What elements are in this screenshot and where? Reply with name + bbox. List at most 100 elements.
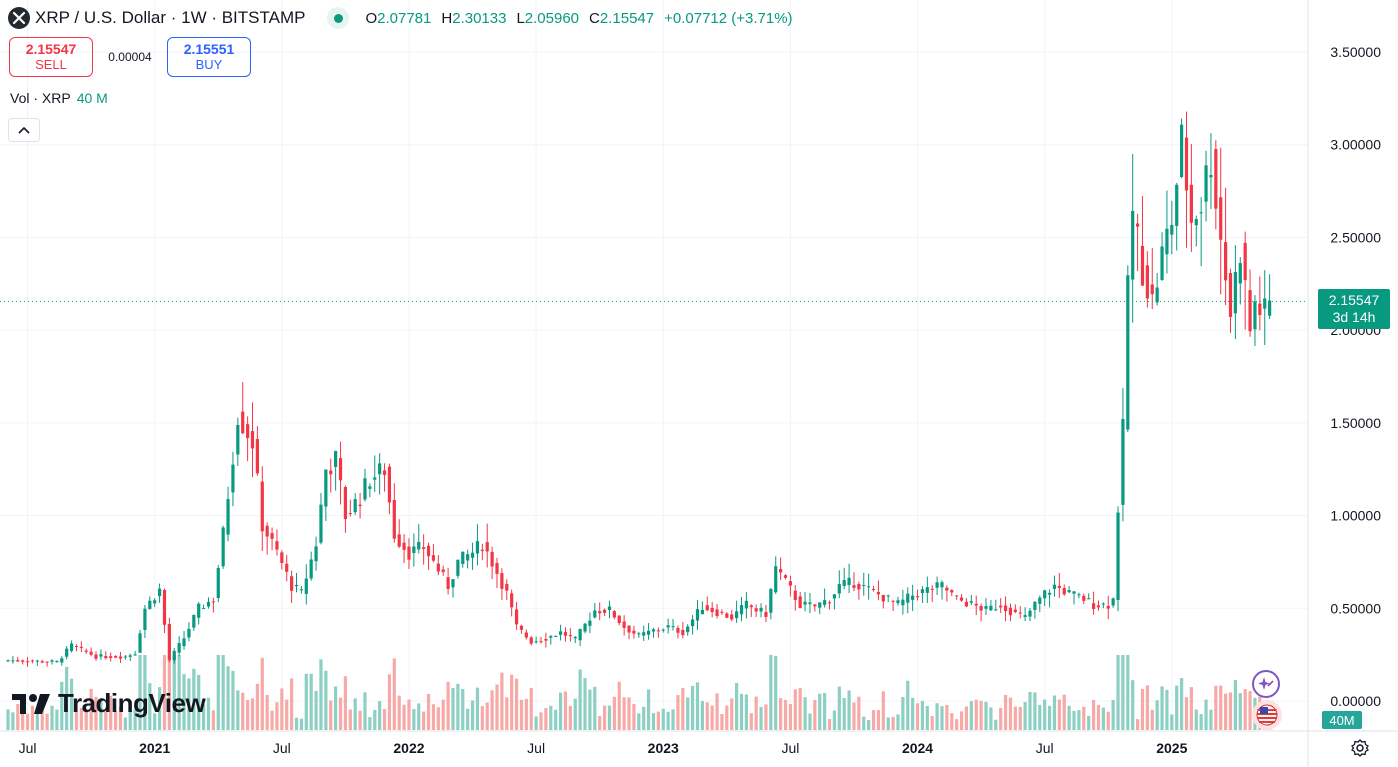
volume-bar [299, 718, 303, 730]
x-tick-label: Jul [273, 740, 291, 756]
buy-button[interactable]: 2.15551 BUY [167, 37, 251, 77]
candle-body [417, 541, 421, 550]
candle-body [514, 609, 519, 625]
candle-body [686, 626, 690, 633]
trade-panel: 2.15547 SELL 0.00004 2.15551 BUY [9, 37, 251, 77]
candle-body [1052, 584, 1057, 589]
volume-bar [823, 692, 827, 730]
candle-body [705, 605, 709, 611]
candle-body [177, 643, 181, 653]
volume-bar [436, 707, 440, 730]
sell-button[interactable]: 2.15547 SELL [9, 37, 93, 77]
volume-bar [1160, 686, 1164, 730]
chart-header: XRP / U.S. Dollar · 1W · BITSTAMP O 2.077… [8, 6, 803, 30]
candle-body [446, 577, 450, 590]
volume-bar [65, 666, 69, 730]
candle-body [1106, 605, 1110, 609]
symbol-title[interactable]: XRP / U.S. Dollar · 1W · BITSTAMP [35, 8, 306, 27]
volume-bar [250, 698, 255, 730]
candle-body [402, 542, 406, 550]
volume-bar [148, 683, 152, 730]
volume-bar [793, 689, 797, 730]
candle-body [1248, 290, 1252, 332]
candle-body [358, 504, 362, 507]
volume-bar [285, 699, 289, 730]
candle-body [104, 656, 108, 659]
candle-body [382, 470, 387, 475]
volume-bar [1018, 706, 1022, 730]
y-tick-label: 1.00000 [1330, 508, 1381, 524]
volume-bar [187, 678, 191, 730]
candle-body [637, 633, 641, 635]
volume-value: 40 M [76, 90, 108, 106]
us-economic-event-icon[interactable] [1252, 700, 1282, 730]
volume-bar [1106, 711, 1110, 730]
candle-body [211, 601, 215, 603]
candle-body [798, 596, 802, 609]
candle-body [1160, 246, 1164, 280]
candle-body [1214, 148, 1218, 209]
volume-bar [11, 712, 15, 730]
candle-body [920, 589, 925, 594]
volume-bar [588, 689, 592, 730]
candle-body [1077, 594, 1081, 596]
volume-bar [955, 719, 959, 730]
candle-body [1062, 588, 1066, 595]
volume-bar [290, 678, 294, 730]
candle-body [309, 559, 313, 579]
settings-gear-icon[interactable] [1350, 738, 1370, 758]
high-key: H [441, 9, 453, 27]
sparkle-event-icon[interactable] [1252, 670, 1280, 698]
volume-legend[interactable]: Vol · XRP 40 M [10, 90, 108, 106]
volume-bar [847, 690, 851, 730]
candle-body [11, 660, 15, 662]
candle-body [338, 458, 343, 481]
collapse-legend-button[interactable] [8, 118, 40, 142]
candle-body [617, 615, 621, 624]
volume-bar [231, 670, 235, 730]
candle-body [35, 660, 39, 662]
candle-body [314, 546, 318, 562]
tradingview-logo[interactable]: TradingView [12, 688, 206, 719]
candle-body [69, 643, 74, 652]
candle-body [74, 645, 79, 647]
volume-bar [1248, 691, 1252, 730]
candle-body [1204, 165, 1208, 202]
volume-bar [1067, 705, 1071, 730]
market-status-icon[interactable] [327, 7, 350, 29]
candle-body [1224, 242, 1228, 281]
volume-bar [113, 710, 118, 730]
candle-body [730, 614, 734, 620]
volume-bar [646, 689, 651, 730]
x-tick-label: Jul [527, 740, 545, 756]
candle-body [754, 608, 758, 612]
candle-body [319, 504, 323, 543]
candle-body [397, 534, 401, 547]
volume-bar [412, 709, 416, 730]
candle-body [651, 629, 656, 632]
volume-bar [505, 697, 509, 730]
volume-bar [441, 699, 445, 730]
volume-bar [715, 693, 719, 730]
volume-bar [226, 666, 230, 730]
volume-bar [25, 713, 30, 730]
candle-body [216, 567, 220, 599]
candle-body [89, 651, 93, 655]
candle-body [1023, 615, 1027, 617]
x-tick-label: Jul [1036, 740, 1054, 756]
candle-body [1209, 175, 1213, 178]
volume-bar [104, 709, 108, 730]
volume-bar [964, 706, 969, 730]
volume-bar [260, 657, 264, 730]
xrp-logo-icon[interactable] [8, 7, 30, 29]
volume-bar [162, 655, 167, 730]
candle-body [1067, 590, 1071, 593]
candle-body [21, 660, 25, 662]
y-tick-label: 0.50000 [1330, 600, 1381, 616]
low-key: L [516, 9, 525, 27]
x-tick-label: 2021 [139, 740, 170, 756]
volume-bar [422, 711, 426, 730]
candle-body [583, 623, 587, 632]
candle-body [436, 563, 440, 572]
